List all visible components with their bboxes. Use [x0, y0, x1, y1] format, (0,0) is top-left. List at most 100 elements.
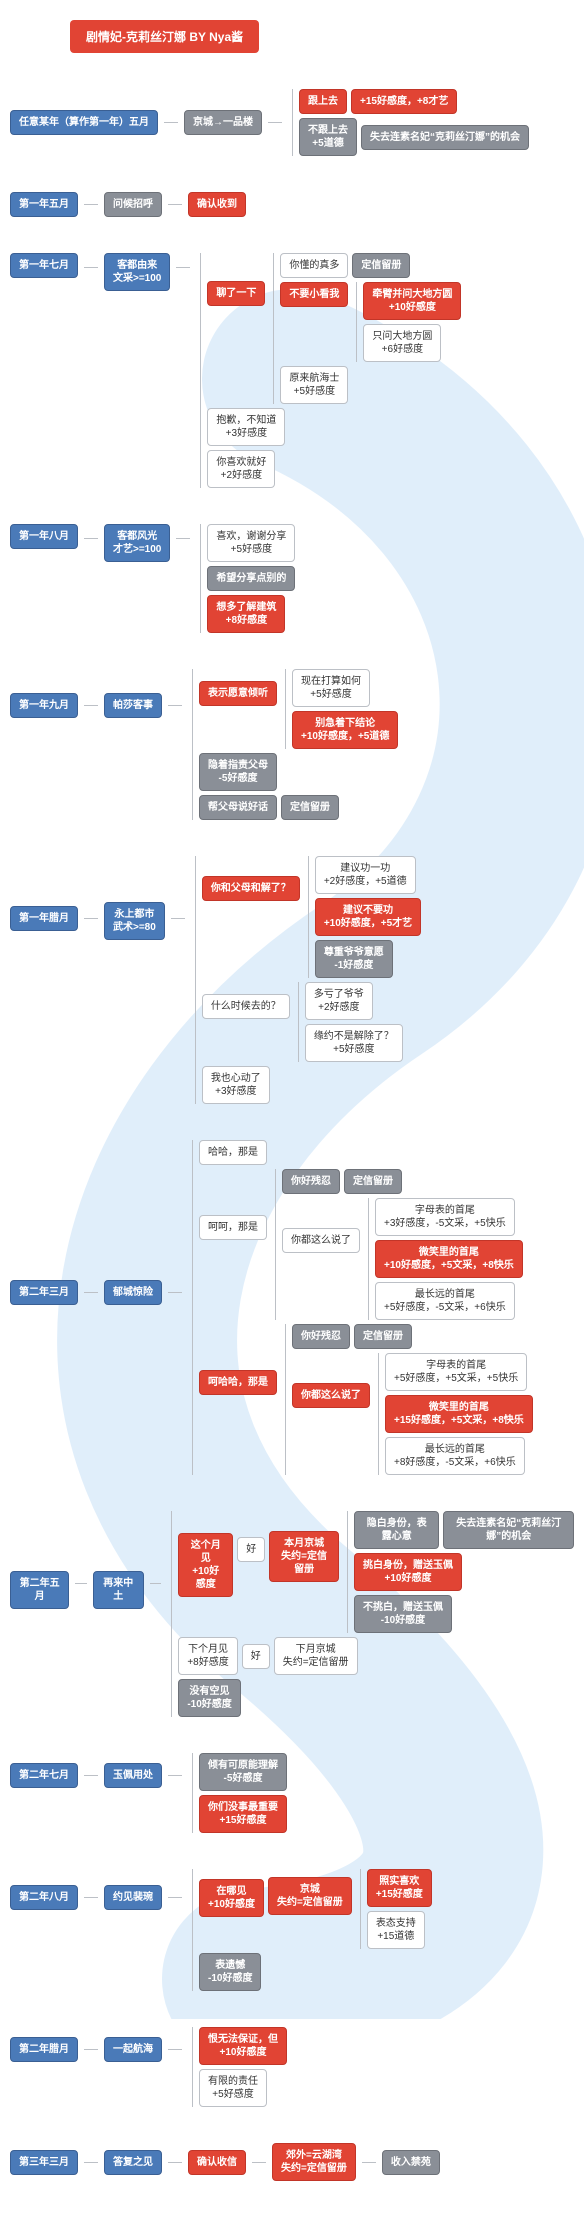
sub-node: 你和父母和解了？: [202, 876, 300, 901]
section-year2-mar: 第二年三月 郁城惊险 哈哈，那是 呵呵，那是 你好残忍 定信留册 你都这么说了: [10, 1140, 574, 1475]
result: 最长远的首尾 +8好感度，-5文采，+6快乐: [385, 1437, 525, 1475]
section-year2-dec: 第二年腊月 一起航海 恨无法保证，但 +10好感度 有限的责任 +5好感度: [10, 2027, 574, 2107]
condition: 客都风光 才艺>=100: [104, 524, 170, 562]
result: 定信留册: [354, 1324, 412, 1349]
choice: 建议不要功 +10好感度，+5才艺: [315, 898, 421, 936]
choice: 希望分享点别的: [207, 566, 295, 591]
section-year1-sep: 第一年九月 帕莎客事 表示愿意倾听 现在打算如何 +5好感度 别急着下结论 +1…: [10, 669, 574, 820]
result: 别急着下结论 +10好感度，+5道德: [292, 711, 398, 749]
choice: 建议功一功 +2好感度，+5道德: [315, 856, 416, 894]
condition: 约见裴琬: [104, 1885, 162, 1910]
result: 定信留册: [344, 1169, 402, 1194]
result: 失去连素名妃“克莉丝汀娜”的机会: [361, 125, 529, 150]
result: 现在打算如何 +5好感度: [292, 669, 370, 707]
choice: 多亏了爷爷 +2好感度: [305, 982, 373, 1020]
root-node: 第二年三月: [10, 1280, 78, 1305]
result: 下月京城 失约=定信留册: [274, 1637, 358, 1675]
condition: 玉佩用处: [104, 1763, 162, 1788]
condition: 答复之见: [104, 2150, 162, 2175]
section-year1-jul: 第一年七月 客都由来 文采>=100 聊了一下 你懂的真多 定信留册 不要小看我: [10, 253, 574, 488]
choice: 你好残忍: [282, 1169, 340, 1194]
choice: 抱歉，不知道 +3好感度: [207, 408, 285, 446]
choice: 我也心动了 +3好感度: [202, 1066, 270, 1104]
choice: 呵呵，那是: [199, 1215, 267, 1240]
section-year1-aug: 第一年八月 客都风光 才艺>=100 喜欢，谢谢分享 +5好感度 希望分享点别的…: [10, 524, 574, 633]
choice: 你懂的真多: [280, 253, 348, 278]
result: 定信留册: [281, 795, 339, 820]
choice: 有限的责任 +5好感度: [199, 2069, 267, 2107]
result: 字母表的首尾 +5好感度，+5文采，+5快乐: [385, 1353, 527, 1391]
root-node: 第二年八月: [10, 1885, 78, 1910]
section-year1-may: 第一年五月 问候招呼 确认收到: [10, 192, 574, 217]
choice: 这个月见 +10好感度: [178, 1533, 233, 1597]
choice: 表示愿意倾听: [199, 681, 277, 706]
result: 只问大地方圆 +6好感度: [363, 324, 441, 362]
result: 郊外=云湖湾 失约=定信留册: [272, 2143, 356, 2181]
q-node: 好: [242, 1644, 270, 1669]
root-node: 第二年七月: [10, 1763, 78, 1788]
diagram-title: 剧情妃-克莉丝汀娜 BY Nya酱: [70, 20, 259, 53]
condition: 永上都市 武术>=80: [104, 902, 165, 940]
result: 收入禁苑: [382, 2150, 440, 2175]
choice: 你们没事最重要 +15好感度: [199, 1795, 287, 1833]
choice: 你都这么说了: [292, 1383, 370, 1408]
choice: 表态支持 +15道德: [367, 1911, 425, 1949]
section-year1-pre-may: 任意某年（算作第一年）五月 京城→一品楼 跟上去 +15好感度，+8才艺 不跟上…: [10, 89, 574, 156]
choice: 缘约不是解除了？ +5好感度: [305, 1024, 403, 1062]
choice: 隐着指责父母 -5好感度: [199, 753, 277, 791]
result: 最长远的首尾 +5好感度，-5文采，+6快乐: [375, 1282, 515, 1320]
root-node: 第一年七月: [10, 253, 78, 278]
condition: 一起航海: [104, 2037, 162, 2062]
section-year2-may: 第二年五月 再来中土 这个月见 +10好感度 好 本月京城 失约=定信留册 隐白…: [10, 1511, 574, 1717]
section-year2-jul: 第二年七月 玉佩用处 倾有可原能理解 -5好感度 你们没事最重要 +15好感度: [10, 1753, 574, 1833]
section-year3-mar: 第三年三月 答复之见 确认收信 郊外=云湖湾 失约=定信留册 收入禁苑: [10, 2143, 574, 2181]
choice: 跟上去: [299, 89, 347, 114]
root-node: 第一年九月: [10, 693, 78, 718]
choice: 原来航海士 +5好感度: [280, 366, 348, 404]
choice: 照实喜欢 +15好感度: [367, 1869, 432, 1907]
choice: 挑白身份，赠送玉佩 +10好感度: [354, 1553, 462, 1591]
choice: 你好残忍: [292, 1324, 350, 1349]
result: 牵臂并问大地方圆 +10好感度: [363, 282, 461, 320]
root-node: 第三年三月: [10, 2150, 78, 2175]
result: +15好感度，+8才艺: [351, 89, 457, 114]
choice: 帮父母说好话: [199, 795, 277, 820]
sub-node: 什么时候去的？: [202, 994, 290, 1019]
choice: 哈哈，那是: [199, 1140, 267, 1165]
condition: 郁城惊险: [104, 1280, 162, 1305]
root-node: 第一年腊月: [10, 906, 78, 931]
choice: 呵哈哈，那是: [199, 1370, 277, 1395]
section-year2-aug: 第二年八月 约见裴琬 在哪见 +10好感度 京城 失约=定信留册 照实喜欢 +1…: [10, 1869, 574, 1991]
result: 微笑里的首尾 +15好感度，+5文采，+8快乐: [385, 1395, 533, 1433]
action: 问候招呼: [104, 192, 162, 217]
root-node: 第二年腊月: [10, 2037, 78, 2062]
result: 微笑里的首尾 +10好感度，+5文采，+8快乐: [375, 1240, 523, 1278]
choice: 不要小看我: [280, 282, 348, 307]
section-year1-dec: 第一年腊月 永上都市 武术>=80 你和父母和解了？ 建议功一功 +2好感度，+…: [10, 856, 574, 1104]
sub-node: 聊了一下: [207, 281, 265, 306]
choice: 你喜欢就好 +2好感度: [207, 450, 275, 488]
q-node: 好: [237, 1537, 265, 1562]
choice: 尊重爷爷意愿 -1好感度: [315, 940, 393, 978]
choice: 倾有可原能理解 -5好感度: [199, 1753, 287, 1791]
choice: 没有空见 -10好感度: [178, 1679, 240, 1717]
root-node: 第二年五月: [10, 1571, 69, 1609]
root-node: 第一年八月: [10, 524, 78, 549]
result: 本月京城 失约=定信留册: [269, 1531, 339, 1582]
choice: 确认收信: [188, 2150, 246, 2175]
action: 确认收到: [188, 192, 246, 217]
choice: 表遗憾 -10好感度: [199, 1953, 261, 1991]
result: 定信留册: [352, 253, 410, 278]
choice: 不跟上去 +5道德: [299, 118, 357, 156]
choice: 恨无法保证，但 +10好感度: [199, 2027, 287, 2065]
result: 京城 失约=定信留册: [268, 1877, 352, 1915]
result: 失去连素名妃“克莉丝汀娜”的机会: [443, 1511, 574, 1549]
condition: 客都由来 文采>=100: [104, 253, 170, 291]
root-node: 任意某年（算作第一年）五月: [10, 110, 158, 135]
choice: 不挑白，赠送玉佩 -10好感度: [354, 1595, 452, 1633]
choice: 下个月见 +8好感度: [178, 1637, 237, 1675]
condition: 再来中土: [93, 1571, 144, 1609]
choice: 你都这么说了: [282, 1228, 360, 1253]
result: 字母表的首尾 +3好感度，-5文采，+5快乐: [375, 1198, 515, 1236]
root-node: 第一年五月: [10, 192, 78, 217]
